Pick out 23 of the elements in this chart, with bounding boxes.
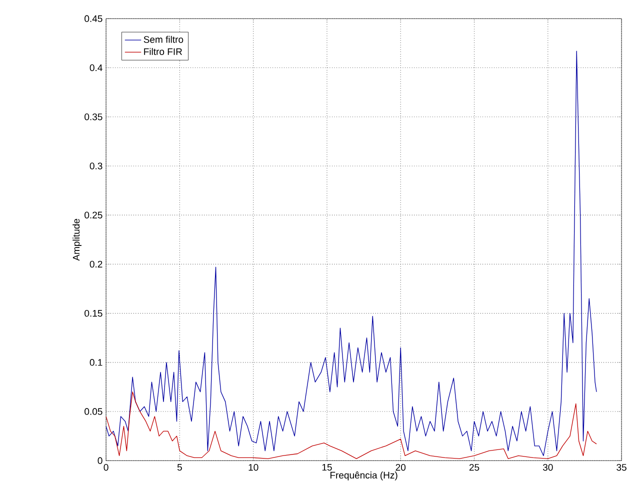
y-tick-label: 0.25 [84, 212, 102, 219]
y-tick-label: 0.4 [90, 64, 102, 72]
x-axis-title: Frequência (Hz) [330, 472, 398, 481]
x-tick-label: 30 [542, 464, 553, 471]
y-tick-label: 0.05 [84, 408, 102, 416]
x-tick-label: 20 [396, 464, 406, 471]
line-series [106, 392, 597, 460]
y-tick-label: 0.2 [90, 261, 102, 268]
y-tick-label: 0.45 [84, 15, 102, 22]
y-tick-label: 0 [98, 457, 102, 464]
x-tick-label: 5 [177, 464, 182, 471]
x-tick-label: 0 [104, 464, 108, 471]
legend-label: Sem filtro [144, 36, 184, 44]
y-tick-label: 0.1 [90, 359, 102, 366]
legend-label: Filtro FIR [144, 48, 182, 56]
y-tick-label: 0.15 [84, 310, 102, 317]
y-tick-label: 0.3 [90, 162, 102, 170]
x-tick-label: 10 [248, 464, 258, 471]
x-tick-label: 15 [322, 464, 332, 471]
x-tick-label: 25 [469, 464, 480, 471]
x-tick-label: 35 [616, 464, 626, 471]
y-tick-label: 0.35 [84, 114, 102, 120]
y-axis-title: Amplitude [72, 219, 82, 261]
